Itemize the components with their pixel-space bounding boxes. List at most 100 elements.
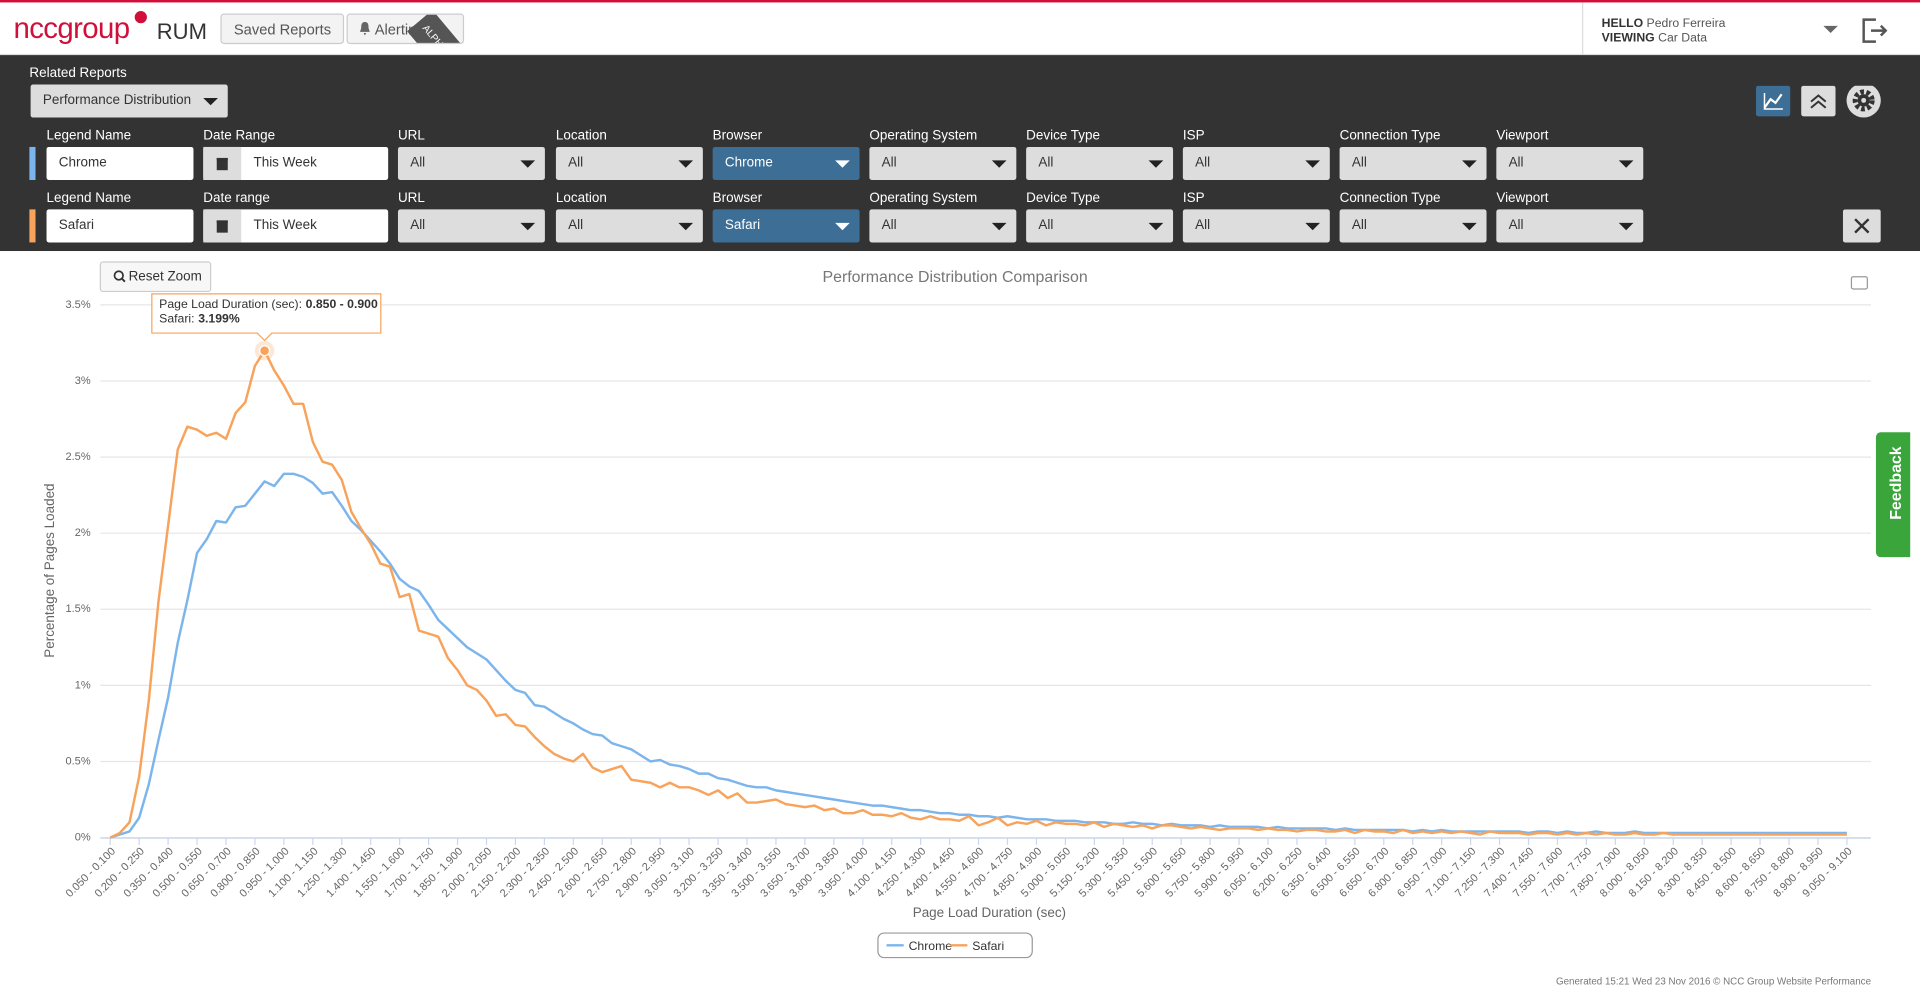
- filter-value: All: [1038, 217, 1054, 233]
- reset-zoom-button[interactable]: Reset Zoom: [99, 261, 212, 293]
- filter-value: All: [881, 217, 897, 233]
- chart-title: Performance Distribution Comparison: [822, 269, 1087, 286]
- date-range-value: This Week: [253, 155, 317, 171]
- filter-label: Viewport: [1496, 128, 1549, 144]
- filter-value: All: [568, 155, 584, 171]
- hello-label: HELLO: [1601, 17, 1644, 31]
- select-caret: [678, 160, 694, 168]
- reset-zoom-box: [99, 261, 212, 293]
- select-caret: [1618, 160, 1634, 168]
- remove-row-button[interactable]: [1842, 209, 1881, 243]
- filter-label: Location: [555, 128, 607, 144]
- filter-select[interactable]: All: [869, 209, 1017, 243]
- related-report-value: Performance Distribution: [42, 93, 192, 108]
- legend-item[interactable]: Safari: [950, 939, 1004, 953]
- legend-name-input[interactable]: Chrome: [46, 146, 194, 181]
- filter-label: Connection Type: [1339, 128, 1441, 144]
- bell-icon: [360, 22, 370, 36]
- filter-value: All: [1195, 217, 1211, 233]
- select-caret: [1148, 160, 1164, 168]
- reset-zoom-label: Reset Zoom: [129, 268, 202, 283]
- filter-select[interactable]: All: [1496, 146, 1644, 181]
- alpha-badge: ALPHA: [407, 14, 463, 43]
- y-tick-label: 3.5%: [66, 299, 91, 311]
- user-info: HELLO Pedro Ferreira VIEWING Car Data: [1602, 17, 1726, 46]
- filter-select[interactable]: Chrome: [712, 146, 860, 181]
- filter-select[interactable]: All: [1026, 209, 1174, 243]
- tooltip-header: Page Load Duration (sec): 0.850 - 0.900: [159, 297, 378, 311]
- panel-tools: [1755, 85, 1881, 118]
- related-report-select[interactable]: Performance Distribution: [30, 84, 228, 118]
- filter-select[interactable]: All: [1339, 146, 1487, 181]
- select-caret: [1462, 160, 1477, 168]
- legend-item[interactable]: Chrome: [886, 939, 953, 953]
- saved-reports-button[interactable]: Saved Reports: [220, 13, 345, 45]
- export-menu[interactable]: [1850, 276, 1868, 290]
- legend-name-input[interactable]: Safari: [46, 209, 194, 243]
- legend-label: Safari: [972, 939, 1004, 953]
- tooltip-box: [151, 293, 382, 342]
- filter-select[interactable]: Safari: [712, 209, 860, 243]
- series-line: [109, 472, 1847, 839]
- calendar-glyph: [216, 157, 228, 171]
- zoom-icon-handle: [121, 277, 126, 283]
- header: nccgroup RUM Saved Reports Alerting ALPH…: [0, 0, 1920, 58]
- hover-point: [259, 345, 271, 357]
- calendar-icon: [203, 209, 242, 243]
- calendar-icon: [203, 146, 242, 181]
- legend-name-value: Safari: [58, 217, 94, 233]
- logout-button[interactable]: [1861, 17, 1888, 44]
- select-caret: [991, 160, 1007, 168]
- y-axis-title: Percentage of Pages Loaded: [42, 483, 57, 657]
- export-icon: [1850, 276, 1868, 290]
- filter-value: All: [410, 217, 426, 233]
- product-name: RUM: [156, 19, 207, 45]
- filter-select[interactable]: All: [555, 146, 703, 181]
- filter-label: Location: [555, 191, 607, 206]
- tooltip-value: 3.199%: [198, 312, 240, 326]
- calendar-glyph: [216, 220, 228, 233]
- tooltip-label: Page Load Duration (sec):: [159, 297, 302, 311]
- filter-label: Device Type: [1026, 191, 1100, 206]
- filter-label: Browser: [712, 191, 763, 206]
- filter-label: Legend Name: [46, 128, 132, 144]
- filter-label: URL: [397, 191, 425, 206]
- filter-label: Operating System: [869, 191, 978, 206]
- filter-label: Connection Type: [1339, 191, 1441, 206]
- chart: Performance Distribution Comparison 0% 0.5…: [42, 261, 1872, 959]
- filter-label: Legend Name: [46, 191, 132, 206]
- tooltip-range: 0.850 - 0.900: [306, 297, 378, 311]
- y-tick-label: 2%: [75, 527, 91, 539]
- filter-value: All: [1038, 155, 1054, 171]
- legend-box: [877, 932, 1033, 959]
- select-caret: [520, 222, 536, 231]
- filter-value: All: [881, 155, 897, 171]
- date-range-input[interactable]: This Week: [203, 146, 389, 181]
- filter-select[interactable]: All: [869, 146, 1017, 181]
- divider: [1582, 2, 1584, 58]
- filter-select[interactable]: All: [397, 209, 545, 243]
- tooltip: Page Load Duration (sec): 0.850 - 0.900 Sa…: [151, 293, 382, 342]
- filter-label: ISP: [1182, 128, 1205, 144]
- feedback-label: Feedback: [1886, 446, 1905, 520]
- feedback-tab[interactable]: Feedback: [1875, 432, 1911, 558]
- filter-select[interactable]: All: [397, 146, 545, 181]
- footer: Generated 15:21 Wed 23 Nov 2016 © NCC Gr…: [1555, 975, 1872, 987]
- filter-select[interactable]: All: [1026, 146, 1174, 181]
- date-range-input[interactable]: This Week: [203, 209, 389, 243]
- filter-select[interactable]: All: [1182, 209, 1330, 243]
- select-caret: [835, 160, 850, 168]
- filter-select[interactable]: All: [1182, 146, 1330, 181]
- x-axis-title: Page Load Duration (sec): [913, 905, 1066, 920]
- filter-select[interactable]: All: [1339, 209, 1487, 243]
- select-caret: [1305, 160, 1321, 168]
- filter-select[interactable]: All: [555, 209, 703, 243]
- user-menu-caret[interactable]: [1823, 25, 1838, 36]
- series-line: [109, 349, 1847, 839]
- filter-select[interactable]: All: [1496, 209, 1644, 243]
- select-caret: [1462, 222, 1477, 231]
- logo[interactable]: nccgroup: [13, 12, 130, 46]
- filter-value: All: [1508, 217, 1524, 233]
